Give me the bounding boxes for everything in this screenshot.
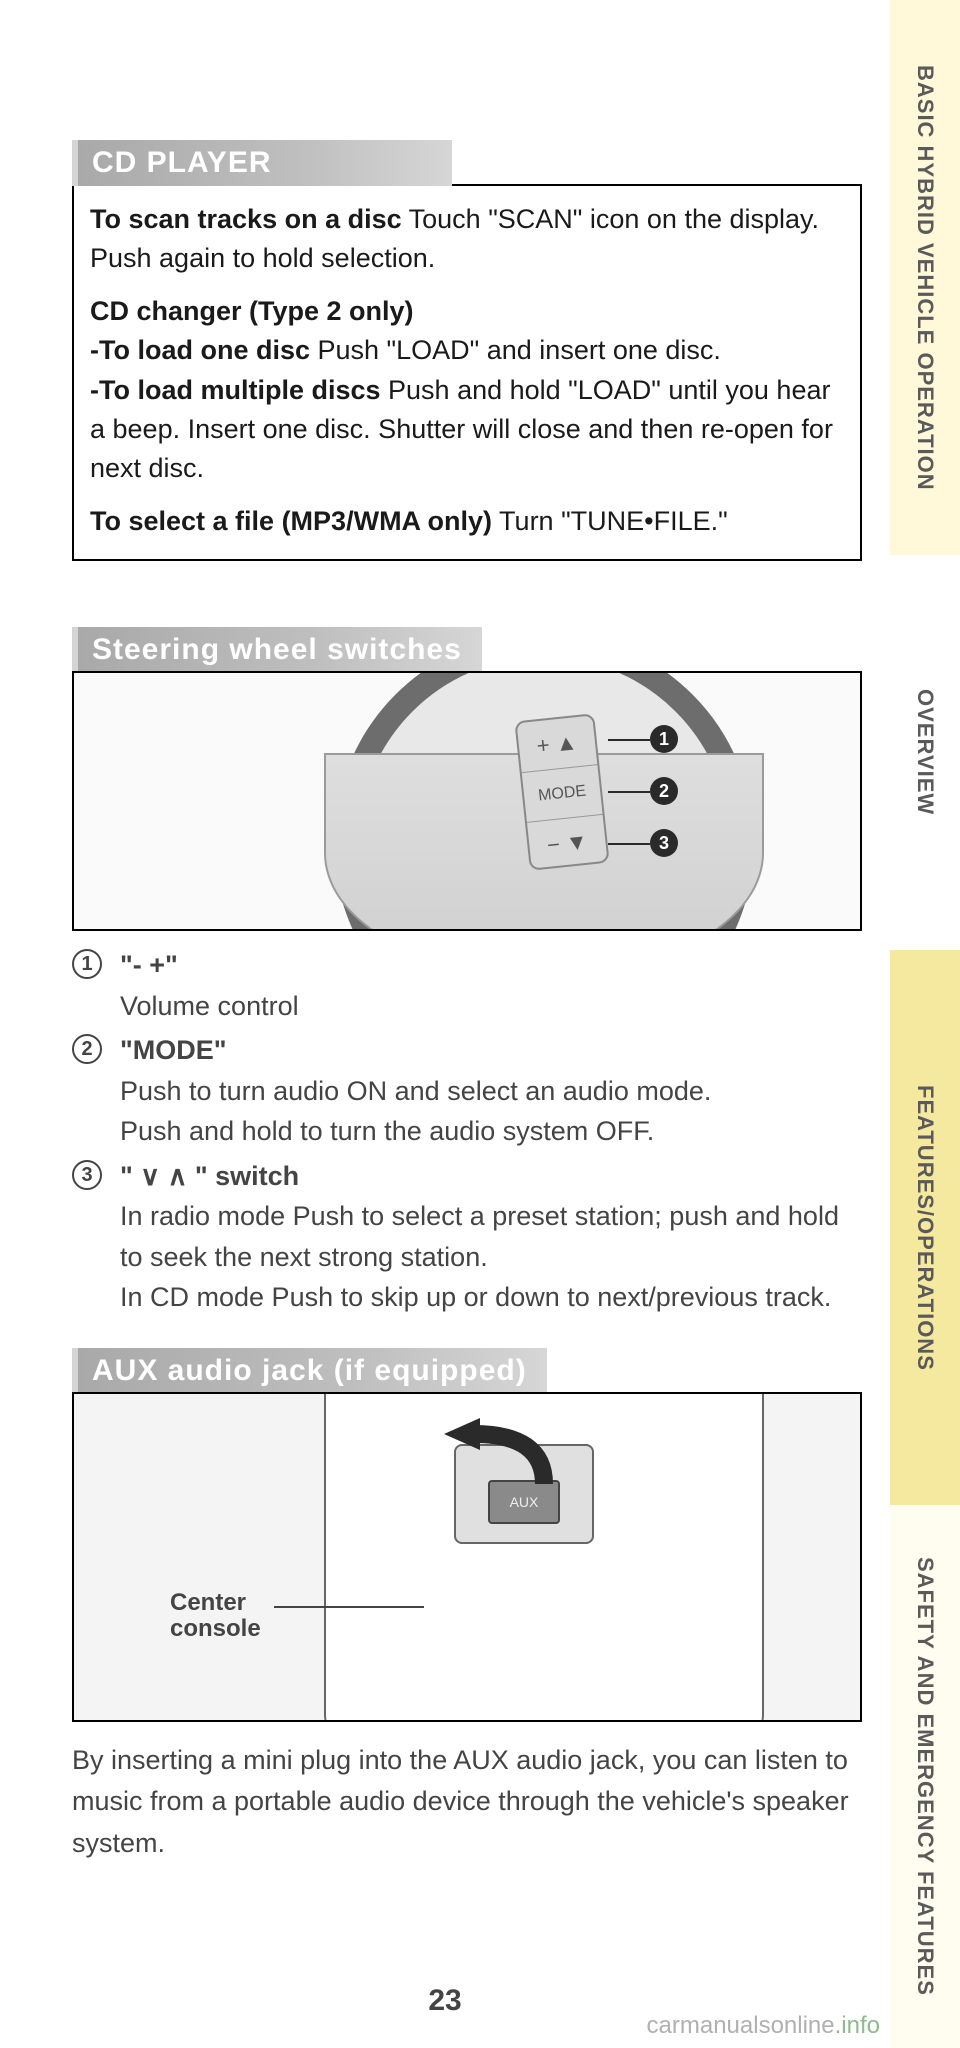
list-number-icon: 3 bbox=[72, 1160, 102, 1190]
list-number-icon: 2 bbox=[72, 1034, 102, 1064]
list-body: " ∨ ∧ " switchIn radio mode Push to sele… bbox=[120, 1156, 862, 1318]
side-tab-label: FEATURES/OPERATIONS bbox=[912, 1085, 938, 1371]
cd-select-line: To select a file (MP3/WMA only) Turn "TU… bbox=[90, 502, 844, 541]
cd-load-multi-bold: -To load multiple discs bbox=[90, 375, 381, 405]
steering-button-pad: + ▲ MODE − ▼ bbox=[514, 713, 609, 871]
cd-scan-bold: To scan tracks on a disc bbox=[90, 204, 402, 234]
watermark-b: .info bbox=[835, 2012, 880, 2039]
cd-player-box: To scan tracks on a disc Touch "SCAN" ic… bbox=[72, 184, 862, 561]
list-line: Push and hold to turn the audio system O… bbox=[120, 1111, 862, 1152]
cd-load-one-rest: Push "LOAD" and insert one disc. bbox=[310, 335, 721, 365]
cd-select-bold: To select a file (MP3/WMA only) bbox=[90, 506, 492, 536]
content-column: CD PLAYER To scan tracks on a disc Touch… bbox=[72, 140, 862, 1865]
side-tab[interactable]: OVERVIEW bbox=[890, 555, 960, 950]
aux-figure: AUX Centerconsole bbox=[72, 1392, 862, 1722]
side-tab-label: OVERVIEW bbox=[912, 689, 938, 815]
cd-scan-line: To scan tracks on a disc Touch "SCAN" ic… bbox=[90, 200, 844, 278]
list-line: Volume control bbox=[120, 986, 862, 1027]
steering-list: 1 "- +"Volume control 2 "MODE"Push to turn … bbox=[72, 945, 862, 1318]
list-line: In CD mode Push to skip up or down to ne… bbox=[120, 1277, 862, 1318]
cd-select-rest: Turn "TUNE•FILE." bbox=[492, 506, 728, 536]
list-item: 1 "- +"Volume control bbox=[72, 945, 862, 1026]
page: BASIC HYBRID VEHICLE OPERATION OVERVIEW FE… bbox=[0, 0, 960, 2048]
list-number-icon: 1 bbox=[72, 949, 102, 979]
aux-header: AUX audio jack (if equipped) bbox=[72, 1348, 547, 1394]
list-line: In radio mode Push to select a preset st… bbox=[120, 1196, 862, 1277]
center-console-label: Centerconsole bbox=[170, 1590, 261, 1643]
cd-load-one-bold: -To load one disc bbox=[90, 335, 310, 365]
side-tab-label: SAFETY AND EMERGENCY FEATURES bbox=[912, 1557, 938, 1996]
watermark: carmanualsonline.info bbox=[647, 2012, 880, 2040]
callout-dot: 2 bbox=[650, 777, 678, 805]
list-title: " ∨ ∧ " switch bbox=[120, 1156, 862, 1197]
list-body: "MODE"Push to turn audio ON and select a… bbox=[120, 1030, 862, 1152]
list-body: "- +"Volume control bbox=[120, 945, 862, 1026]
list-title: "- +" bbox=[120, 945, 862, 986]
list-title: "MODE" bbox=[120, 1030, 862, 1071]
side-tab[interactable]: SAFETY AND EMERGENCY FEATURES bbox=[890, 1505, 960, 2048]
aux-caption: By inserting a mini plug into the AUX au… bbox=[72, 1740, 862, 1866]
side-tabs: BASIC HYBRID VEHICLE OPERATION OVERVIEW FE… bbox=[890, 0, 960, 2048]
list-item: 2 "MODE"Push to turn audio ON and select … bbox=[72, 1030, 862, 1152]
list-line: Push to turn audio ON and select an audi… bbox=[120, 1071, 862, 1112]
steering-figure: + ▲ MODE − ▼ 1 2 3 bbox=[72, 671, 862, 931]
cd-changer: CD changer (Type 2 only) -To load one di… bbox=[90, 292, 844, 488]
side-tab[interactable]: FEATURES/OPERATIONS bbox=[890, 950, 960, 1505]
watermark-a: carmanualsonline bbox=[647, 2012, 835, 2039]
side-tab-label: BASIC HYBRID VEHICLE OPERATION bbox=[912, 65, 938, 491]
callout-dot: 3 bbox=[650, 829, 678, 857]
steering-header: Steering wheel switches bbox=[72, 627, 482, 673]
cd-player-header: CD PLAYER bbox=[72, 140, 452, 186]
side-tab[interactable]: BASIC HYBRID VEHICLE OPERATION bbox=[890, 0, 960, 555]
cd-changer-title: CD changer (Type 2 only) bbox=[90, 296, 414, 326]
arrow-icon bbox=[434, 1414, 584, 1504]
callout-dot: 1 bbox=[650, 725, 678, 753]
list-item: 3 " ∨ ∧ " switchIn radio mode Push to sel… bbox=[72, 1156, 862, 1318]
